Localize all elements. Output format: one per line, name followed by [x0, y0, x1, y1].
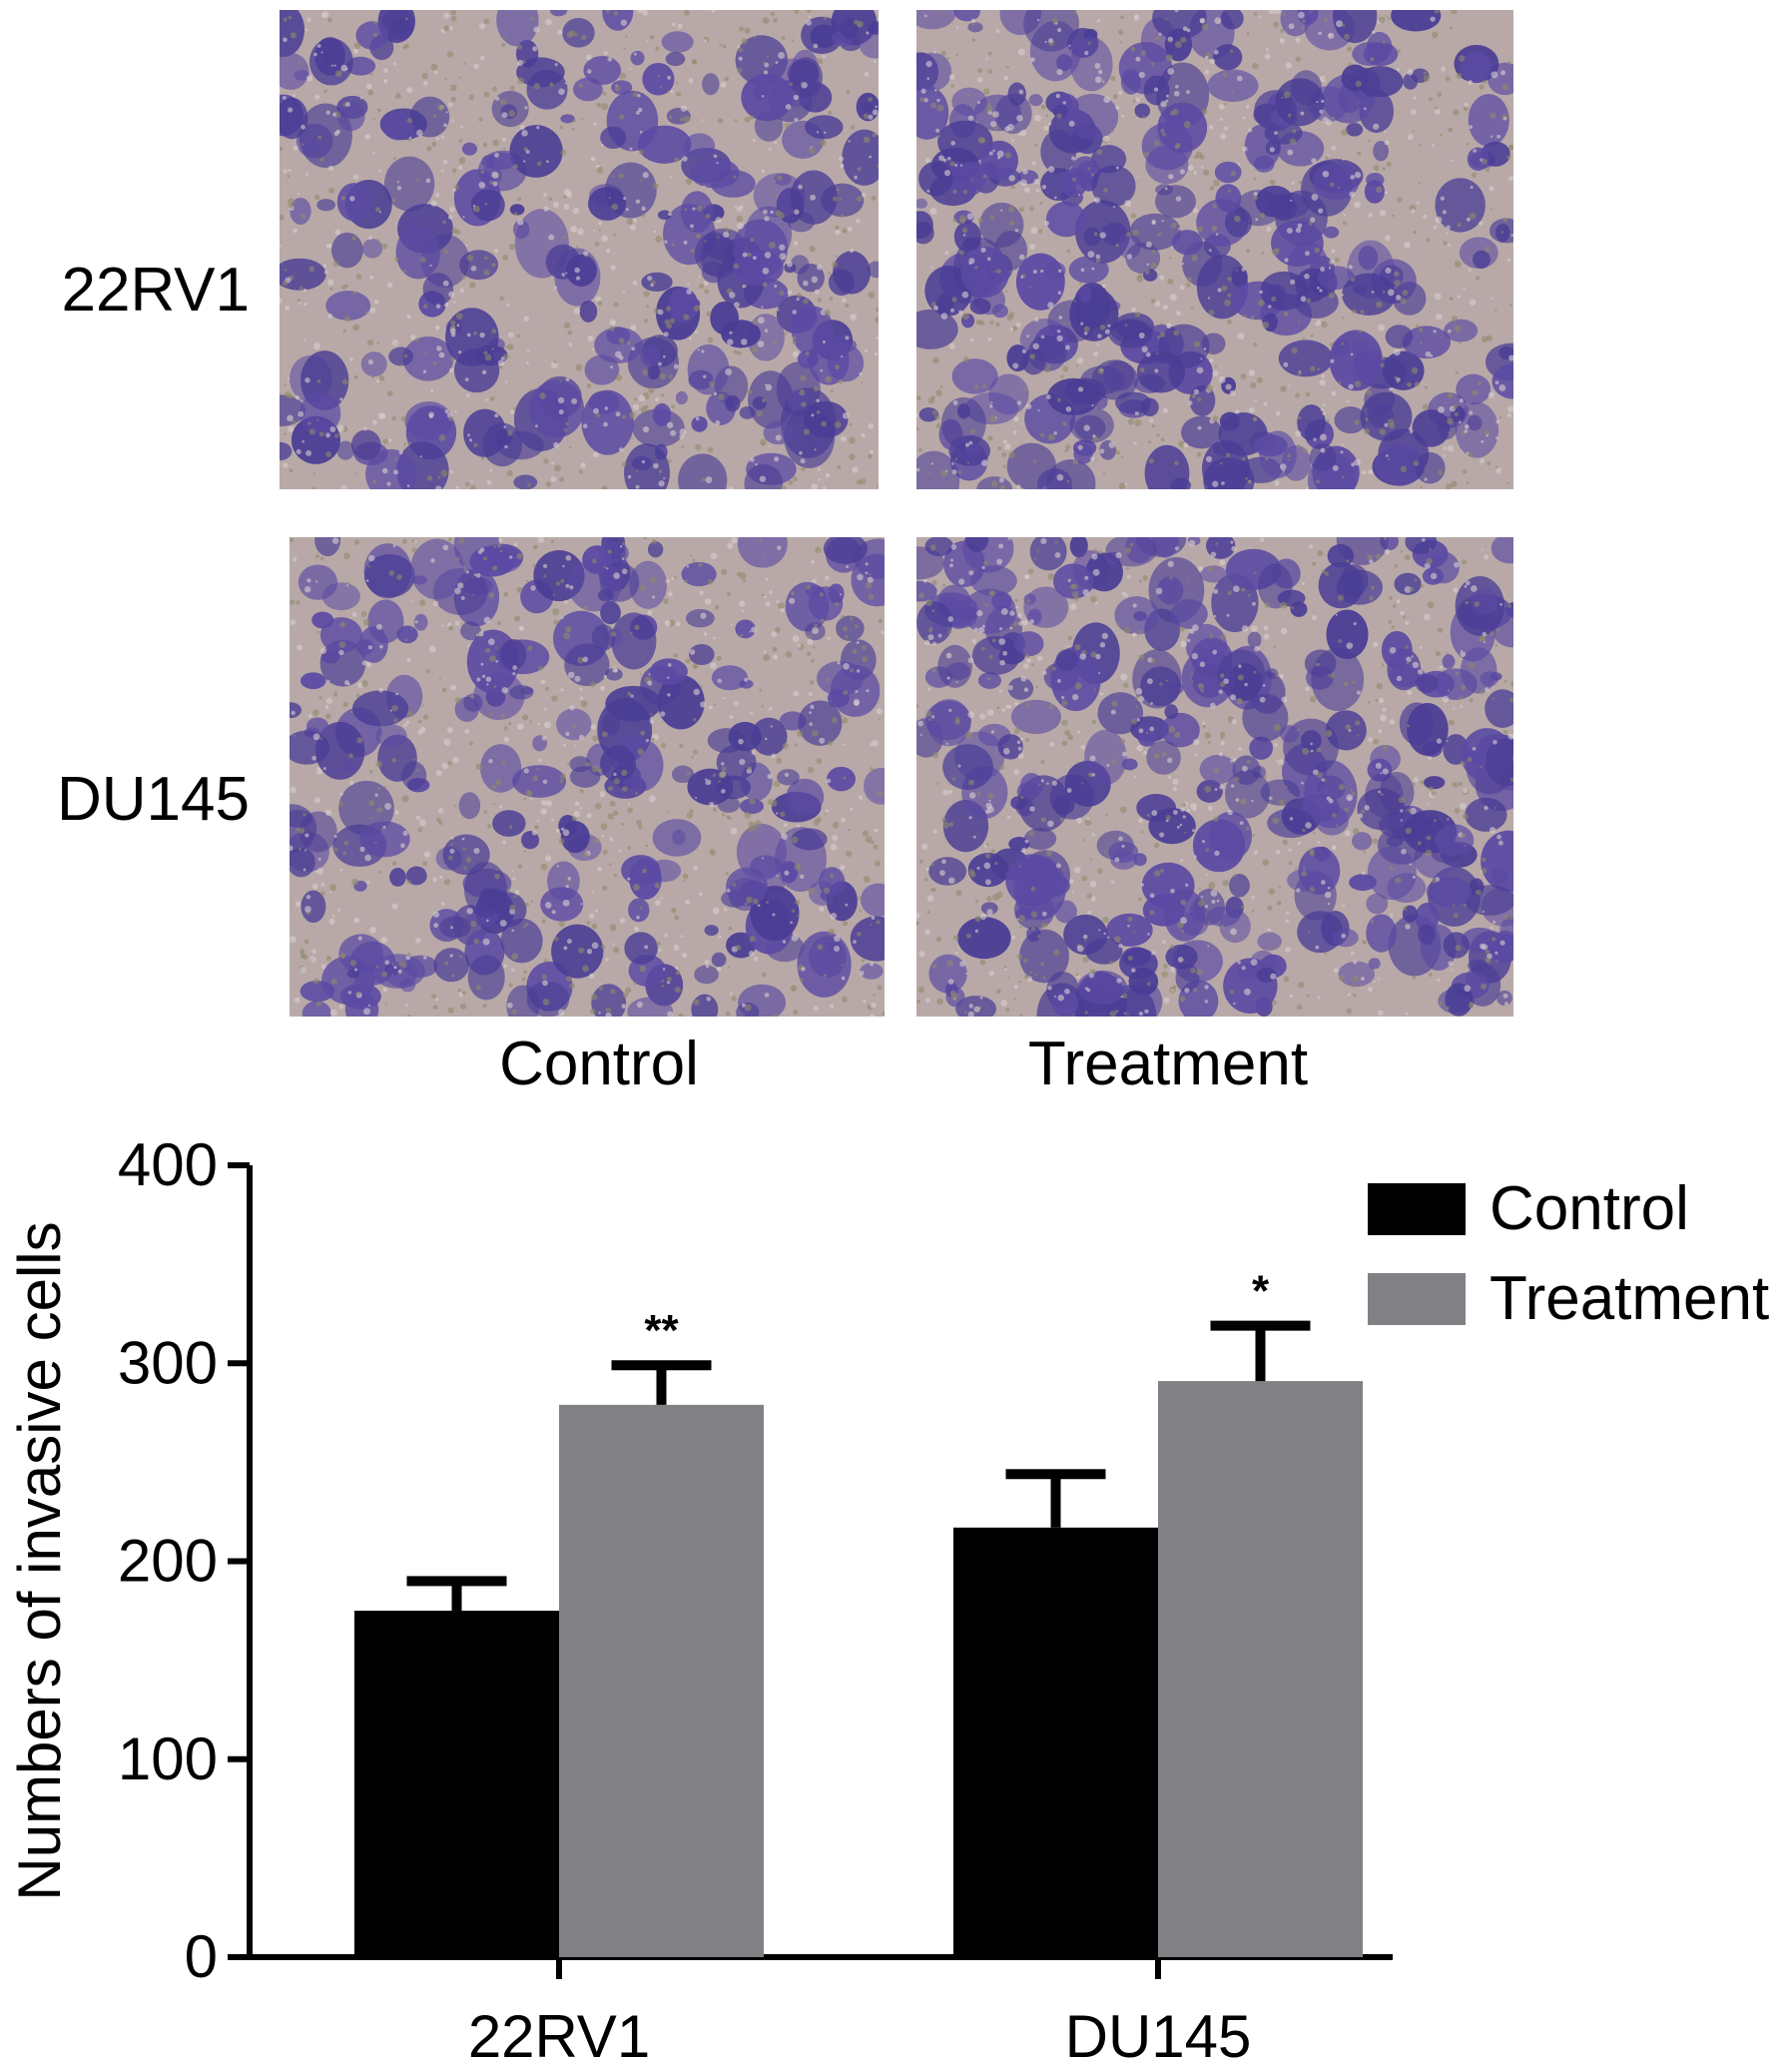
significance-marker: * [1252, 1267, 1270, 1316]
bar-treatment-du145 [1158, 1381, 1363, 1957]
y-tick-label: 400 [118, 1131, 218, 1198]
micrograph-du145-treatment [916, 537, 1513, 1017]
y-tick-label: 0 [185, 1923, 218, 1990]
legend-label-control: Control [1490, 1174, 1689, 1243]
column-label-control: Control [499, 1030, 699, 1098]
micrograph-du145-control [290, 537, 885, 1017]
micrograph-22rv1-control [280, 10, 879, 489]
legend-label-treatment: Treatment [1490, 1264, 1769, 1333]
y-tick-label: 300 [118, 1329, 218, 1396]
significance-marker: ** [644, 1306, 679, 1355]
bar-chart: 0 100 200 300 400 Numbers of invasive cells 22… [6, 1131, 1769, 2067]
row-label-du145: DU145 [57, 765, 250, 834]
bar-control-du145 [953, 1527, 1158, 1957]
y-tick-label: 200 [118, 1528, 218, 1595]
legend-swatch-treatment [1368, 1273, 1466, 1325]
column-label-treatment: Treatment [1027, 1030, 1309, 1098]
x-tick-label: 22RV1 [468, 2003, 650, 2067]
row-label-22rv1: 22RV1 [61, 256, 250, 325]
x-tick-label: DU145 [1065, 2003, 1252, 2067]
y-tick-label: 100 [118, 1725, 218, 1792]
bar-treatment-22rv1 [559, 1404, 764, 1957]
bar-control-22rv1 [354, 1611, 559, 1957]
y-axis-label: Numbers of invasive cells [6, 1221, 73, 1900]
micrograph-22rv1-treatment [916, 10, 1513, 489]
legend-swatch-control [1368, 1183, 1466, 1235]
